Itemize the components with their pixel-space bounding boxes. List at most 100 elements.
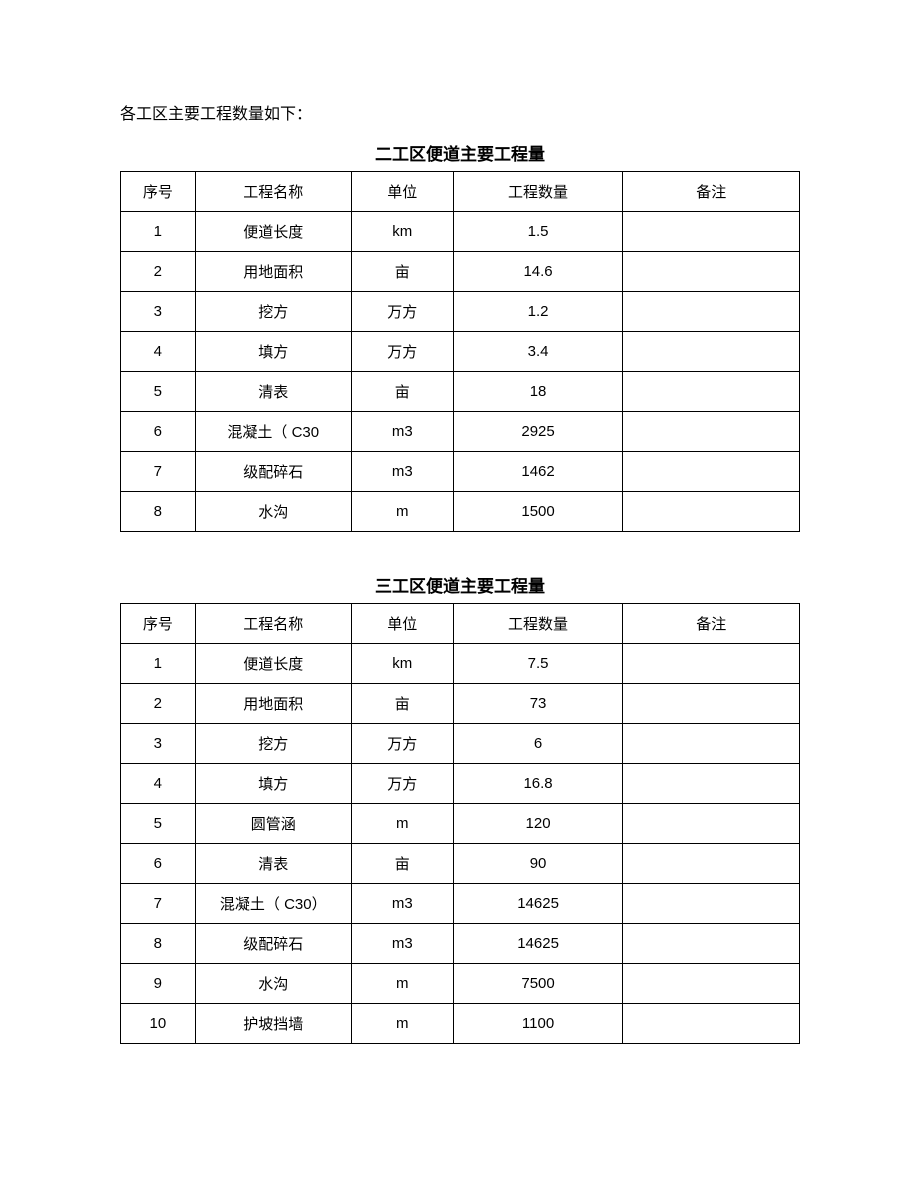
table-title-2: 三工区便道主要工程量 [120, 572, 800, 597]
cell-name: 挖方 [195, 724, 351, 764]
table-row: 8水沟m1500 [121, 492, 800, 532]
table-1: 序号 工程名称 单位 工程数量 备注 1便道长度km1.52用地面积亩14.63… [120, 171, 800, 532]
cell-name: 混凝土（ C30） [195, 884, 351, 924]
cell-name: 级配碎石 [195, 452, 351, 492]
table-block-1: 二工区便道主要工程量 序号 工程名称 单位 工程数量 备注 1便道长度km1.5… [120, 140, 800, 532]
cell-unit: m3 [351, 924, 453, 964]
cell-seq: 3 [121, 724, 196, 764]
cell-unit: m [351, 1004, 453, 1044]
cell-name: 便道长度 [195, 644, 351, 684]
cell-unit: 万方 [351, 292, 453, 332]
cell-name: 填方 [195, 332, 351, 372]
table-row: 3挖方万方6 [121, 724, 800, 764]
cell-qty: 3.4 [453, 332, 623, 372]
cell-name: 清表 [195, 372, 351, 412]
cell-unit: 亩 [351, 372, 453, 412]
cell-qty: 1500 [453, 492, 623, 532]
header-seq: 序号 [121, 172, 196, 212]
table-row: 2用地面积亩14.6 [121, 252, 800, 292]
cell-name: 水沟 [195, 964, 351, 1004]
cell-qty: 18 [453, 372, 623, 412]
cell-name: 水沟 [195, 492, 351, 532]
cell-note [623, 292, 800, 332]
cell-seq: 3 [121, 292, 196, 332]
cell-seq: 4 [121, 332, 196, 372]
cell-unit: 万方 [351, 724, 453, 764]
cell-name: 挖方 [195, 292, 351, 332]
cell-note [623, 764, 800, 804]
header-note: 备注 [623, 604, 800, 644]
table-row: 7级配碎石m31462 [121, 452, 800, 492]
cell-unit: 亩 [351, 684, 453, 724]
cell-name: 护坡挡墙 [195, 1004, 351, 1044]
header-note: 备注 [623, 172, 800, 212]
cell-seq: 7 [121, 884, 196, 924]
cell-qty: 14625 [453, 884, 623, 924]
table-row: 6混凝土（ C30m32925 [121, 412, 800, 452]
intro-text: 各工区主要工程数量如下： [120, 100, 800, 124]
cell-seq: 8 [121, 492, 196, 532]
cell-qty: 6 [453, 724, 623, 764]
cell-qty: 16.8 [453, 764, 623, 804]
table-title-1: 二工区便道主要工程量 [120, 140, 800, 165]
cell-seq: 10 [121, 1004, 196, 1044]
table-row: 4填方万方3.4 [121, 332, 800, 372]
cell-unit: 亩 [351, 844, 453, 884]
cell-unit: m [351, 804, 453, 844]
cell-qty: 1100 [453, 1004, 623, 1044]
table-2-body: 1便道长度km7.52用地面积亩733挖方万方64填方万方16.85圆管涵m12… [121, 644, 800, 1044]
cell-qty: 1.2 [453, 292, 623, 332]
table-row: 8级配碎石m314625 [121, 924, 800, 964]
cell-note [623, 372, 800, 412]
cell-seq: 6 [121, 412, 196, 452]
header-unit: 单位 [351, 172, 453, 212]
cell-seq: 2 [121, 252, 196, 292]
table-row: 4填方万方16.8 [121, 764, 800, 804]
cell-qty: 1462 [453, 452, 623, 492]
table-row: 5圆管涵m120 [121, 804, 800, 844]
table-row: 10护坡挡墙m1100 [121, 1004, 800, 1044]
cell-name: 级配碎石 [195, 924, 351, 964]
cell-unit: km [351, 212, 453, 252]
cell-note [623, 492, 800, 532]
cell-seq: 5 [121, 804, 196, 844]
table-header-row: 序号 工程名称 单位 工程数量 备注 [121, 172, 800, 212]
table-block-2: 三工区便道主要工程量 序号 工程名称 单位 工程数量 备注 1便道长度km7.5… [120, 572, 800, 1044]
header-name: 工程名称 [195, 172, 351, 212]
cell-seq: 1 [121, 212, 196, 252]
cell-note [623, 252, 800, 292]
cell-qty: 73 [453, 684, 623, 724]
cell-note [623, 844, 800, 884]
cell-qty: 7500 [453, 964, 623, 1004]
table-row: 3挖方万方1.2 [121, 292, 800, 332]
table-row: 1便道长度km7.5 [121, 644, 800, 684]
cell-seq: 4 [121, 764, 196, 804]
cell-seq: 1 [121, 644, 196, 684]
cell-seq: 5 [121, 372, 196, 412]
cell-note [623, 884, 800, 924]
table-row: 6清表亩90 [121, 844, 800, 884]
cell-unit: m3 [351, 412, 453, 452]
cell-qty: 2925 [453, 412, 623, 452]
cell-qty: 1.5 [453, 212, 623, 252]
cell-name: 圆管涵 [195, 804, 351, 844]
cell-unit: m3 [351, 452, 453, 492]
table-row: 7混凝土（ C30）m314625 [121, 884, 800, 924]
cell-unit: km [351, 644, 453, 684]
cell-name: 用地面积 [195, 684, 351, 724]
cell-note [623, 924, 800, 964]
cell-note [623, 684, 800, 724]
cell-note [623, 724, 800, 764]
table-1-body: 1便道长度km1.52用地面积亩14.63挖方万方1.24填方万方3.45清表亩… [121, 212, 800, 532]
cell-name: 填方 [195, 764, 351, 804]
cell-qty: 14.6 [453, 252, 623, 292]
cell-unit: 亩 [351, 252, 453, 292]
cell-unit: 万方 [351, 764, 453, 804]
cell-seq: 8 [121, 924, 196, 964]
cell-unit: 万方 [351, 332, 453, 372]
header-name: 工程名称 [195, 604, 351, 644]
cell-seq: 9 [121, 964, 196, 1004]
table-2: 序号 工程名称 单位 工程数量 备注 1便道长度km7.52用地面积亩733挖方… [120, 603, 800, 1044]
cell-note [623, 644, 800, 684]
header-unit: 单位 [351, 604, 453, 644]
